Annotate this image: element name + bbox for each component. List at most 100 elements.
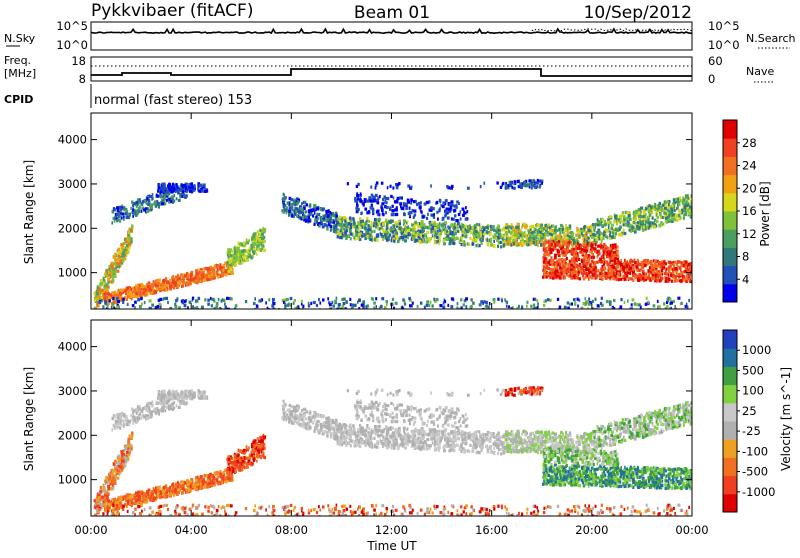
power-cell bbox=[680, 279, 682, 282]
power-cell bbox=[297, 200, 300, 203]
power-cell bbox=[359, 198, 362, 201]
power-cell bbox=[144, 199, 146, 202]
power-cell bbox=[589, 226, 591, 229]
power-cell bbox=[420, 201, 422, 204]
power-cell bbox=[415, 234, 418, 237]
power-cell bbox=[479, 303, 482, 306]
power-cell bbox=[605, 261, 607, 264]
power-cell bbox=[133, 290, 135, 293]
power-cell bbox=[170, 285, 173, 288]
power-cell bbox=[639, 273, 641, 276]
power-cell bbox=[161, 187, 163, 190]
power-cell bbox=[305, 220, 307, 223]
power-cell bbox=[567, 228, 569, 231]
power-cell bbox=[250, 256, 253, 259]
power-cell bbox=[427, 213, 429, 216]
power-cell bbox=[174, 194, 176, 197]
power-cell bbox=[194, 185, 196, 188]
power-cell bbox=[186, 190, 188, 193]
power-cell bbox=[571, 248, 573, 251]
power-cell bbox=[540, 244, 542, 247]
power-cell bbox=[675, 267, 678, 270]
power-cell bbox=[115, 273, 117, 276]
power-cell bbox=[450, 305, 453, 308]
power-cell bbox=[232, 250, 234, 253]
nsearch-tick-top: 10^5 bbox=[708, 19, 740, 33]
power-cell bbox=[584, 225, 586, 228]
power-cell bbox=[162, 183, 164, 186]
power-cell bbox=[364, 200, 367, 203]
power-cell bbox=[664, 200, 666, 203]
power-cell bbox=[460, 217, 462, 220]
power-cell bbox=[140, 297, 143, 300]
power-cell bbox=[296, 214, 299, 217]
power-cell bbox=[461, 243, 463, 246]
power-cell bbox=[316, 207, 319, 210]
power-cell bbox=[409, 207, 411, 210]
power-cell bbox=[602, 274, 605, 277]
power-cell bbox=[321, 221, 323, 224]
power-cell bbox=[215, 305, 218, 308]
power-cell bbox=[561, 238, 563, 241]
power-cell bbox=[686, 209, 689, 212]
power-cell bbox=[394, 221, 397, 224]
power-cell bbox=[639, 220, 641, 223]
power-cell bbox=[96, 298, 99, 301]
power-cell bbox=[611, 224, 614, 227]
power-cell bbox=[399, 202, 402, 205]
power-cell bbox=[635, 265, 638, 268]
power-cell bbox=[367, 200, 369, 203]
power-cell bbox=[472, 226, 474, 229]
power-cell bbox=[403, 220, 405, 223]
power-cell bbox=[613, 299, 616, 302]
power-cell bbox=[551, 243, 553, 246]
power-cell bbox=[610, 247, 612, 250]
power-cell bbox=[603, 234, 606, 237]
power-cell bbox=[241, 261, 244, 264]
power-cell bbox=[325, 218, 327, 221]
power-cell bbox=[256, 253, 258, 256]
power-cell bbox=[609, 257, 612, 260]
power-cell bbox=[146, 202, 148, 205]
power-cell bbox=[295, 210, 297, 213]
power-cell bbox=[451, 239, 454, 242]
power-cell bbox=[569, 225, 571, 228]
power-cell bbox=[257, 242, 260, 245]
power-cell bbox=[114, 262, 117, 265]
power-cell bbox=[602, 237, 604, 240]
power-cell bbox=[306, 203, 308, 206]
power-cell bbox=[179, 281, 181, 284]
power-cell bbox=[96, 303, 98, 306]
power-cell bbox=[475, 230, 478, 233]
power-cell bbox=[573, 274, 575, 277]
power-cell bbox=[309, 205, 312, 208]
power-cell bbox=[564, 276, 566, 279]
power-cell bbox=[622, 211, 625, 214]
power-cell bbox=[122, 253, 125, 256]
power-cell bbox=[465, 310, 467, 313]
power-cell bbox=[569, 241, 571, 244]
power-cell bbox=[161, 202, 164, 205]
power-cell bbox=[525, 236, 527, 239]
power-cell bbox=[389, 221, 392, 224]
power-cell bbox=[565, 253, 567, 256]
power-cell bbox=[291, 214, 294, 217]
power-cell bbox=[424, 202, 427, 205]
power-cell bbox=[600, 232, 602, 235]
power-cell bbox=[668, 214, 670, 217]
date-title: 10/Sep/2012 bbox=[584, 3, 692, 23]
power-cell bbox=[612, 277, 615, 280]
power-cell bbox=[583, 265, 586, 268]
power-cell bbox=[227, 270, 230, 273]
power-cell bbox=[672, 274, 674, 277]
power-cell bbox=[386, 221, 389, 224]
power-cell bbox=[543, 304, 545, 307]
power-cell bbox=[372, 298, 374, 301]
power-cell bbox=[399, 227, 402, 230]
power-cell bbox=[188, 282, 191, 285]
power-cell bbox=[263, 229, 266, 232]
power-cell bbox=[449, 242, 452, 245]
power-cell bbox=[653, 259, 655, 262]
power-cell bbox=[682, 279, 684, 282]
power-cell bbox=[445, 228, 447, 231]
